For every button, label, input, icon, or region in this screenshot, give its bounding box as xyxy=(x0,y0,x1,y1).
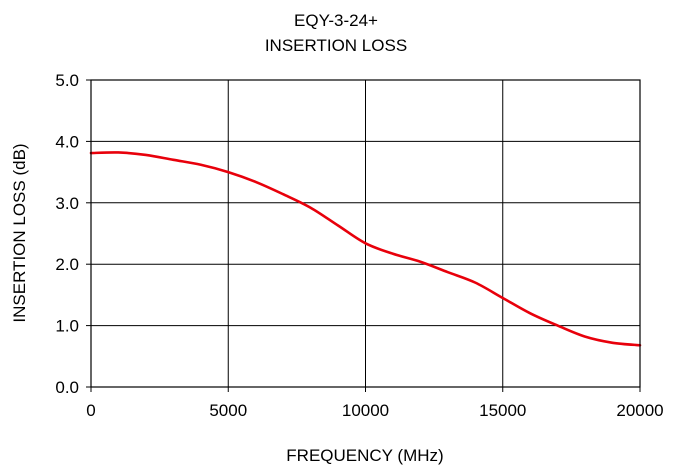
series-layer xyxy=(89,151,642,347)
plot-frame xyxy=(90,79,641,388)
x-tick-label: 15000 xyxy=(479,401,526,420)
x-tick-label: 0 xyxy=(86,401,95,420)
tick-labels: 0 5000 10000 15000 20000 0.0 1.0 2.0 3.0 4.0 5.0 xyxy=(55,71,663,420)
gridlines xyxy=(86,79,641,392)
y-axis-label: INSERTION LOSS (dB) xyxy=(10,143,29,322)
x-tick-label: 5000 xyxy=(209,401,247,420)
y-tick-label: 1.0 xyxy=(55,317,79,336)
chart-subtitle: INSERTION LOSS xyxy=(265,36,407,55)
x-tick-label: 20000 xyxy=(616,401,663,420)
y-tick-label: 3.0 xyxy=(55,194,79,213)
y-tick-label: 0.0 xyxy=(55,378,79,397)
y-tick-label: 5.0 xyxy=(55,71,79,90)
x-axis-label: FREQUENCY (MHz) xyxy=(286,446,443,465)
y-tick-label: 2.0 xyxy=(55,255,79,274)
chart-title: EQY-3-24+ xyxy=(294,11,378,30)
y-tick-label: 4.0 xyxy=(55,132,79,151)
x-tick-label: 10000 xyxy=(342,401,389,420)
insertion-loss-series-line xyxy=(89,151,642,347)
